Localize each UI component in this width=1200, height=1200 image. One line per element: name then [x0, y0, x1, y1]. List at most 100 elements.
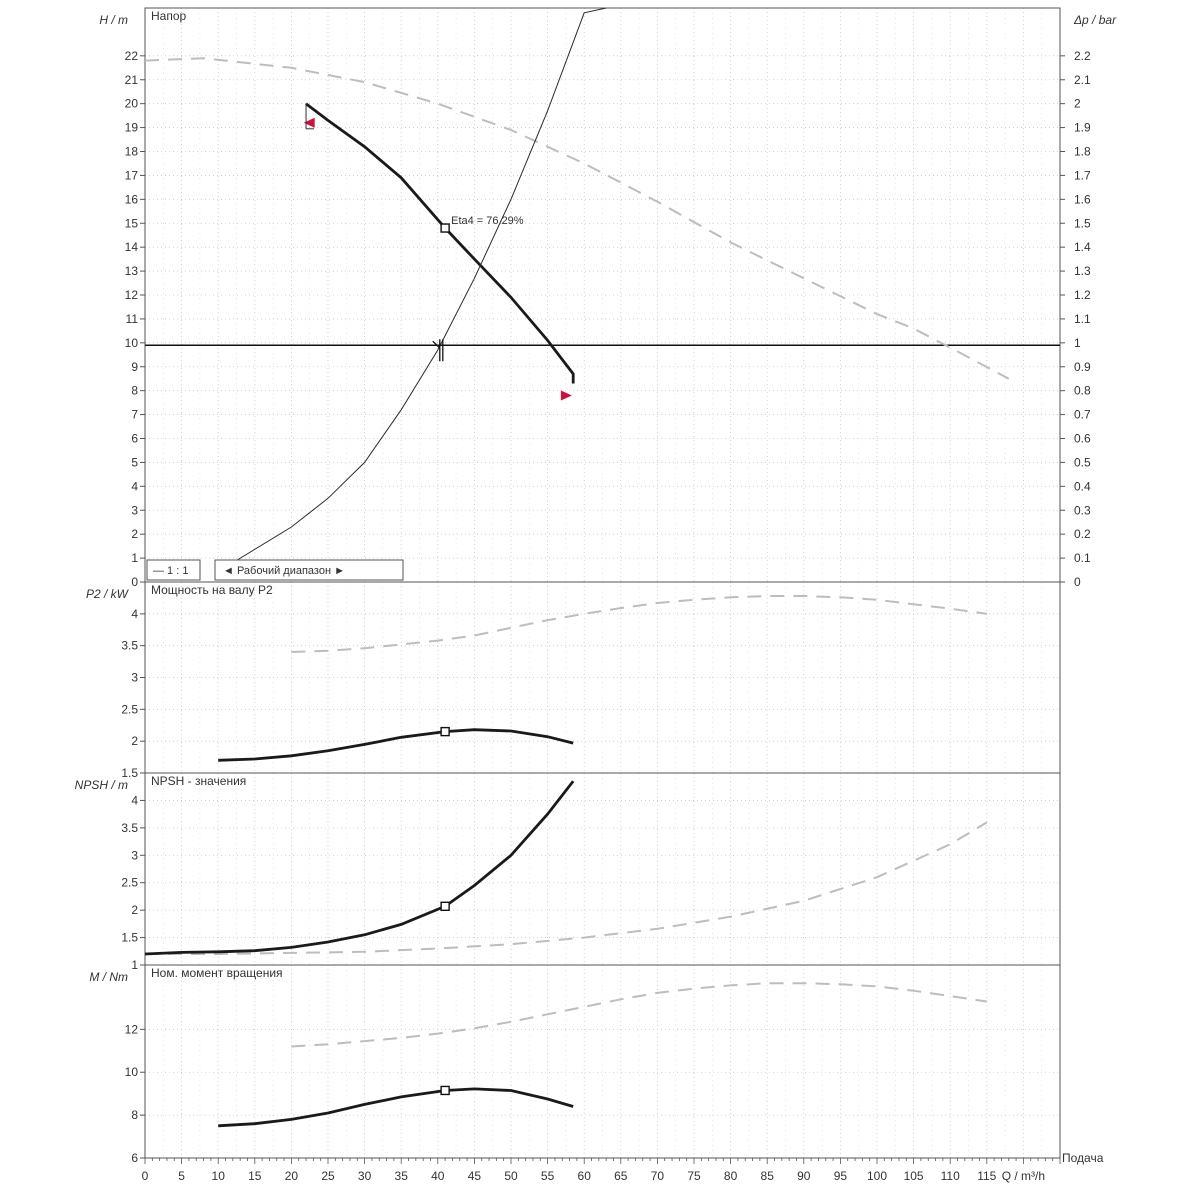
y-axis-label: H / m [99, 13, 128, 27]
y-tick-label: 2 [131, 734, 138, 748]
curve-duty [218, 1087, 574, 1128]
panel-title: Напор [151, 9, 187, 23]
y-tick-label: 3 [131, 503, 138, 517]
y-tick-label: 8 [131, 384, 138, 398]
y-tick-label: 3 [131, 848, 138, 862]
panel-torque [140, 964, 1061, 1159]
y-tick-label: 2 [131, 903, 138, 917]
y-tick-label-right: 0.1 [1074, 551, 1091, 565]
y-tick-label: 12 [125, 1022, 139, 1036]
y-tick-label: 8 [131, 1108, 138, 1122]
x-tick-label: 60 [578, 1169, 592, 1183]
y-tick-label: 9 [131, 360, 138, 374]
curve-duty [305, 102, 575, 384]
y-tick-label: 17 [125, 168, 139, 182]
x-tick-label: 115 [977, 1169, 996, 1183]
x-tick-label: 65 [614, 1169, 628, 1183]
legend-ratio-box [146, 559, 201, 581]
y-tick-label: 20 [125, 97, 139, 111]
x-tick-label: 85 [761, 1169, 775, 1183]
x-tick-label: 10 [212, 1169, 226, 1183]
y-tick-label-right: 0.4 [1074, 479, 1091, 493]
y-tick-label: 5 [131, 455, 138, 469]
y-tick-label: 1 [131, 958, 138, 972]
x-tick-label: 15 [248, 1169, 262, 1183]
y-tick-label: 22 [125, 49, 139, 63]
y-tick-label-right: 0.5 [1074, 455, 1091, 469]
y-tick-label: 2.5 [121, 876, 138, 890]
y-axis-label: M / Nm [89, 970, 128, 984]
x-tick-label: 40 [431, 1169, 445, 1183]
y-tick-label-right: 1.2 [1074, 288, 1091, 302]
y-tick-label: 16 [125, 192, 139, 206]
y-tick-label: 4 [131, 793, 138, 807]
curve-duty [145, 780, 575, 956]
y-tick-label-right: 0.3 [1074, 503, 1091, 517]
panel-power [140, 581, 1061, 774]
y-tick-label-right: 0.8 [1074, 384, 1091, 398]
curve-max-speed [145, 821, 988, 955]
y-tick-label: 1.5 [121, 931, 138, 945]
operating-point [440, 901, 450, 912]
x-tick-label: 90 [797, 1169, 811, 1183]
y-tick-label-right: 1.3 [1074, 264, 1091, 278]
y-tick-label-right: 0.2 [1074, 527, 1091, 541]
panel-frame [144, 964, 1061, 1159]
y-tick-label-right: 0.6 [1074, 432, 1091, 446]
x-tick-label: 75 [687, 1169, 701, 1183]
y-tick-label: 19 [125, 121, 139, 135]
curve-max-speed [291, 982, 987, 1048]
y-tick-label: 3.5 [121, 821, 138, 835]
x-tick-label: 55 [541, 1169, 555, 1183]
y-tick-label-right: 0 [1074, 575, 1081, 589]
x-tick-label: 0 [142, 1169, 149, 1183]
duty-point-marker [432, 339, 444, 362]
x-tick-label: Q / m³/h [1002, 1169, 1045, 1183]
y-tick-label: 3 [131, 671, 138, 685]
x-tick-label: 100 [867, 1169, 887, 1183]
y-tick-label: 4 [131, 479, 138, 493]
y-tick-label: 6 [131, 432, 138, 446]
y-tick-label: 1.5 [121, 766, 138, 780]
curve-max-speed [145, 57, 1010, 380]
y-tick-label-right: 1 [1074, 336, 1081, 350]
x-tick-label: 105 [904, 1169, 924, 1183]
y-tick-label-right: 1.1 [1074, 312, 1091, 326]
y-tick-label: 10 [125, 1065, 139, 1079]
range-marker-right [560, 390, 572, 401]
y-tick-label: 12 [125, 288, 139, 302]
x-tick-label: 5 [178, 1169, 185, 1183]
x-tick-label: 95 [834, 1169, 848, 1183]
legend-range-box [214, 559, 404, 581]
panel-head: Eta4 = 76.29% [140, 7, 1065, 583]
x-tick-label: 70 [651, 1169, 665, 1183]
y-tick-label-right: 1.9 [1074, 121, 1091, 135]
panel-frame [144, 7, 1061, 583]
y-tick-label: 21 [125, 73, 139, 87]
y-tick-label: 4 [131, 607, 138, 621]
x-axis-label-right: Подача [1062, 1151, 1104, 1165]
x-tick-label: 110 [941, 1169, 960, 1183]
y-tick-label: 2.5 [121, 702, 138, 716]
y-tick-label-right: 2.1 [1074, 73, 1091, 87]
curve-duty [218, 728, 574, 762]
y-tick-label: 6 [131, 1151, 138, 1165]
x-tick-label: 50 [504, 1169, 518, 1183]
panel-title: Мощность на валу P2 [151, 583, 273, 597]
y-tick-label-right: 1.4 [1074, 240, 1091, 254]
y-tick-label: 3.5 [121, 639, 138, 653]
curve-system [236, 8, 607, 561]
x-tick-label: 25 [321, 1169, 335, 1183]
operating-point [440, 726, 450, 737]
curve-max-speed [291, 595, 987, 653]
operating-point [440, 223, 450, 233]
y-tick-label-right: 1.6 [1074, 192, 1091, 206]
x-tick-label: 30 [358, 1169, 372, 1183]
y-tick-label: 10 [125, 336, 139, 350]
operating-point [440, 1085, 450, 1096]
x-tick-label: 35 [395, 1169, 409, 1183]
y-tick-label: 0 [131, 575, 138, 589]
y-tick-label-right: 1.5 [1074, 216, 1091, 230]
y-tick-label: 14 [125, 240, 139, 254]
